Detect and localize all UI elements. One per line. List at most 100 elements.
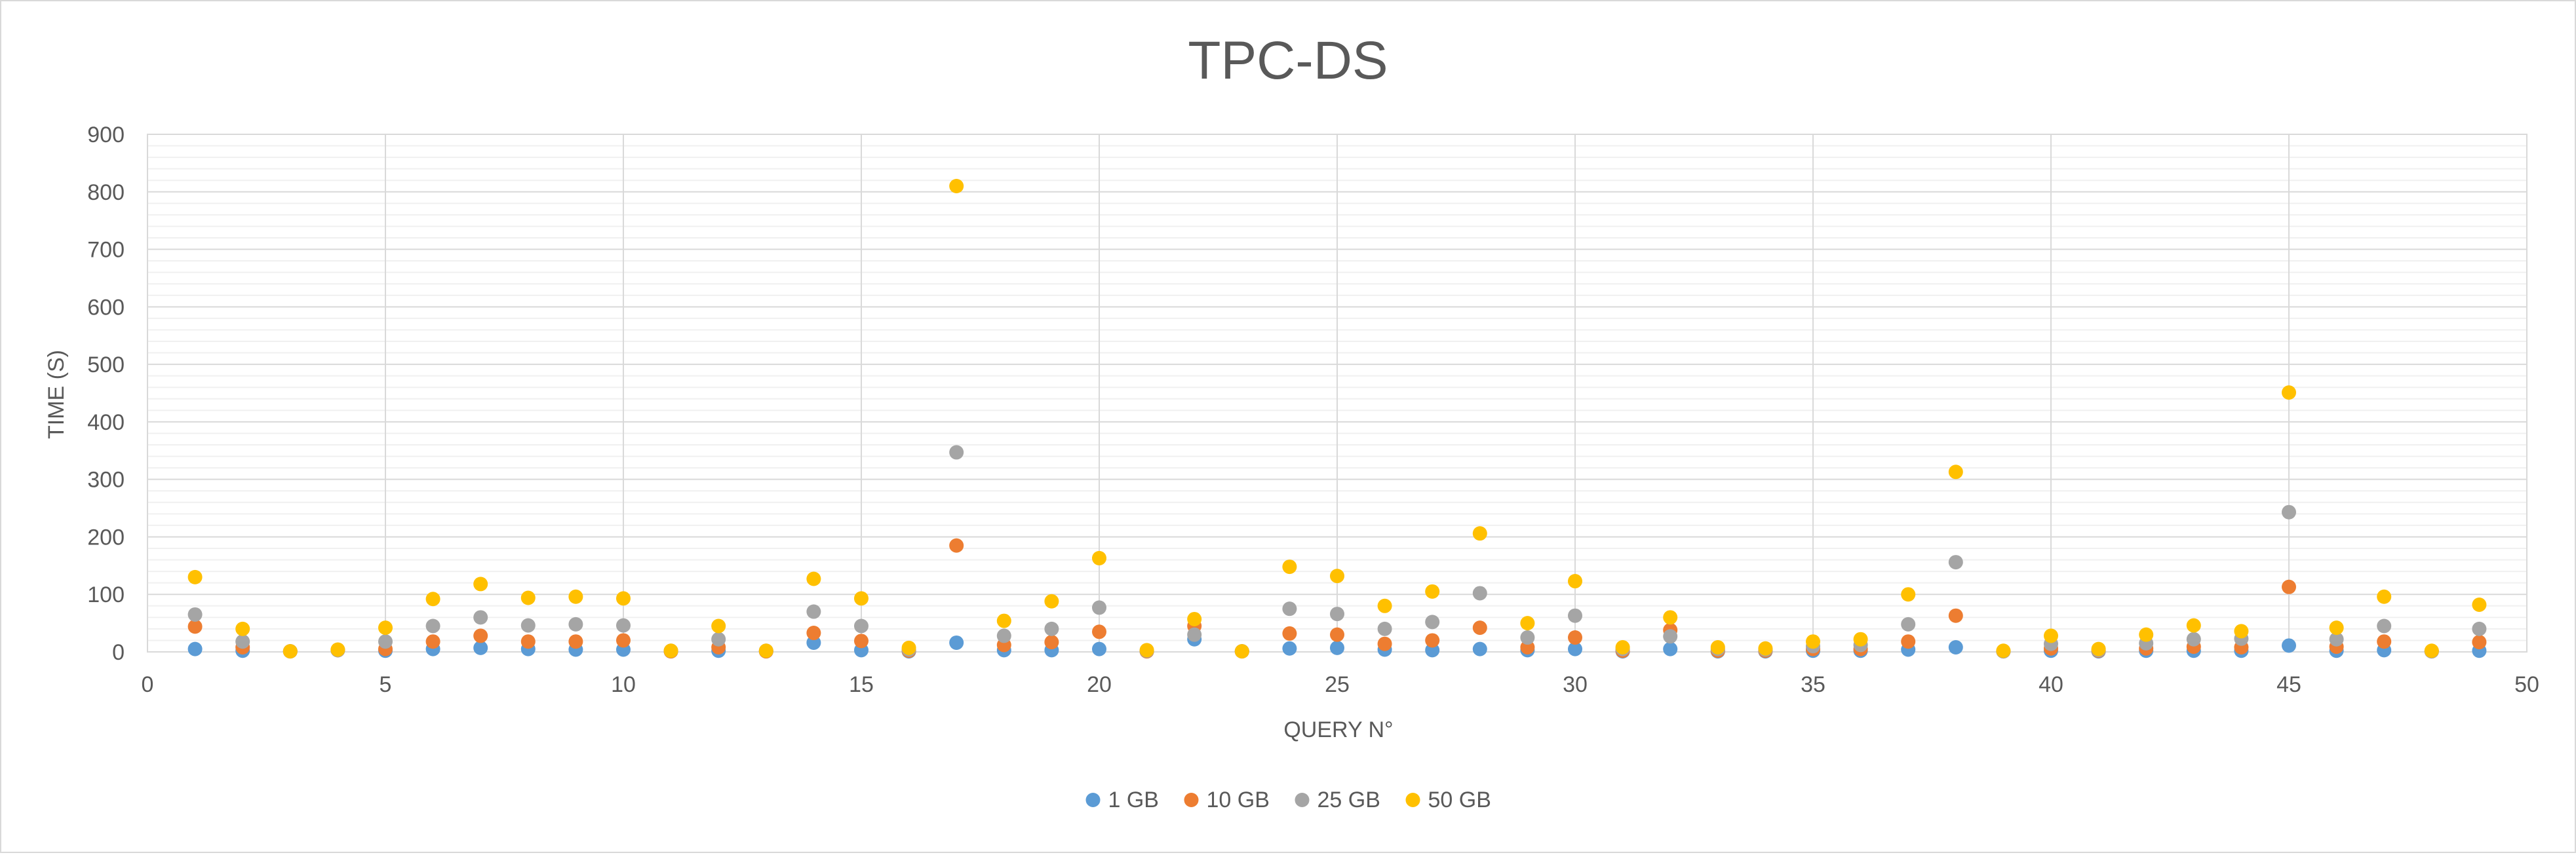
data-point-25-gb (2282, 504, 2296, 520)
data-point-1-gb (1472, 641, 1487, 656)
data-point-10-gb (1092, 624, 1106, 639)
data-point-25-gb (1044, 621, 1059, 636)
data-point-1-gb (1568, 641, 1582, 656)
y-tick-label: 400 (87, 410, 125, 435)
x-tick-label: 50 (2514, 672, 2539, 697)
data-point-50-gb (1282, 560, 1297, 575)
x-tick-label: 45 (2276, 672, 2301, 697)
data-point-50-gb (2091, 641, 2106, 656)
x-tick-label: 15 (849, 672, 874, 697)
legend-label-10-gb: 10 GB (1207, 788, 1270, 812)
data-points (187, 179, 2487, 659)
legend-label-1-gb: 1 GB (1108, 788, 1159, 812)
data-point-25-gb (854, 618, 868, 634)
y-tick-label: 100 (87, 582, 125, 607)
data-point-50-gb (806, 571, 821, 586)
data-point-50-gb (996, 613, 1011, 628)
x-tick-label: 40 (2039, 672, 2063, 697)
data-point-50-gb (949, 179, 964, 193)
data-point-50-gb (1044, 594, 1059, 609)
data-point-25-gb (2329, 632, 2344, 647)
x-tick-label: 10 (611, 672, 636, 697)
data-point-50-gb (2186, 618, 2201, 633)
data-point-25-gb (1092, 600, 1106, 615)
data-point-1-gb (1282, 641, 1297, 656)
data-point-1-gb (949, 635, 964, 650)
legend-label-50-gb: 50 GB (1428, 788, 1491, 812)
data-point-50-gb (2044, 628, 2058, 643)
data-point-25-gb (711, 632, 726, 647)
data-point-10-gb (520, 634, 536, 649)
chart-title: TPC-DS (1188, 31, 1388, 90)
data-point-50-gb (663, 643, 678, 658)
data-point-50-gb (758, 643, 773, 658)
data-point-25-gb (568, 617, 583, 632)
y-tick-label: 700 (87, 238, 125, 263)
data-point-50-gb (1187, 611, 1202, 626)
data-point-10-gb (1282, 626, 1297, 641)
data-point-10-gb (2282, 579, 2296, 594)
data-point-25-gb (1520, 630, 1535, 645)
data-point-50-gb (2472, 598, 2487, 613)
data-point-50-gb (235, 621, 250, 636)
data-point-10-gb (949, 538, 964, 553)
y-tick-label: 200 (87, 525, 125, 550)
data-point-50-gb (568, 589, 583, 604)
data-point-50-gb (378, 620, 393, 636)
data-point-25-gb (1187, 627, 1202, 642)
data-point-50-gb (1472, 526, 1487, 541)
y-tick-label: 300 (87, 468, 125, 493)
data-point-25-gb (1568, 608, 1582, 623)
data-point-50-gb (901, 640, 916, 655)
data-point-50-gb (1710, 639, 1725, 655)
data-point-50-gb (1139, 643, 1154, 658)
data-point-50-gb (520, 590, 536, 605)
data-point-1-gb (1092, 641, 1106, 656)
data-point-10-gb (1330, 627, 1344, 642)
data-point-10-gb (568, 634, 583, 649)
data-point-25-gb (2377, 618, 2392, 634)
data-point-50-gb (1948, 465, 1963, 480)
data-point-50-gb (1853, 632, 1868, 647)
data-point-50-gb (330, 642, 345, 657)
legend-marker-10-gb (1184, 793, 1199, 807)
data-point-25-gb (806, 604, 821, 619)
legend-marker-1-gb (1085, 793, 1101, 807)
data-point-25-gb (1377, 621, 1392, 636)
data-point-1-gb (187, 641, 203, 656)
data-point-10-gb (425, 634, 440, 649)
data-point-10-gb (1948, 608, 1963, 623)
data-point-50-gb (283, 644, 298, 659)
data-point-50-gb (711, 618, 726, 634)
data-point-50-gb (1330, 569, 1344, 584)
legend-marker-25-gb (1295, 793, 1310, 807)
y-axis-title: TIME (S) (44, 350, 69, 439)
data-point-50-gb (1996, 643, 2011, 658)
y-tick-label: 0 (112, 640, 125, 665)
data-point-50-gb (2282, 385, 2296, 400)
data-point-50-gb (473, 577, 488, 592)
data-point-50-gb (854, 591, 868, 606)
data-point-10-gb (854, 634, 868, 649)
x-axis-title: QUERY N° (1283, 717, 1393, 742)
data-point-10-gb (473, 628, 488, 643)
data-point-50-gb (2234, 624, 2249, 639)
data-point-50-gb (1758, 641, 1773, 656)
data-point-25-gb (520, 618, 536, 633)
legend: 1 GB 10 GB 25 GB 50 GB (1085, 788, 1491, 812)
y-axis-tick-labels: 0 100 200 300 400 500 600 700 800 900 (87, 123, 125, 665)
y-tick-label: 800 (87, 180, 125, 205)
y-tick-label: 900 (87, 123, 125, 147)
data-point-25-gb (378, 634, 393, 649)
data-point-1-gb (2282, 638, 2296, 653)
data-point-10-gb (2472, 635, 2487, 650)
data-point-25-gb (1472, 586, 1487, 601)
x-tick-label: 5 (380, 672, 392, 697)
data-point-1-gb (473, 640, 488, 655)
data-point-50-gb (1520, 616, 1535, 631)
data-point-25-gb (187, 607, 203, 622)
data-point-50-gb (1377, 598, 1392, 613)
data-point-50-gb (1425, 584, 1440, 599)
